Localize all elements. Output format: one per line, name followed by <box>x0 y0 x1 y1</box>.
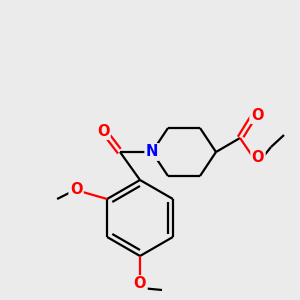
Text: O: O <box>97 124 109 139</box>
Text: O: O <box>251 107 263 122</box>
Text: O: O <box>70 182 82 196</box>
Text: O: O <box>134 277 146 292</box>
Text: N: N <box>146 145 158 160</box>
Text: O: O <box>252 149 264 164</box>
